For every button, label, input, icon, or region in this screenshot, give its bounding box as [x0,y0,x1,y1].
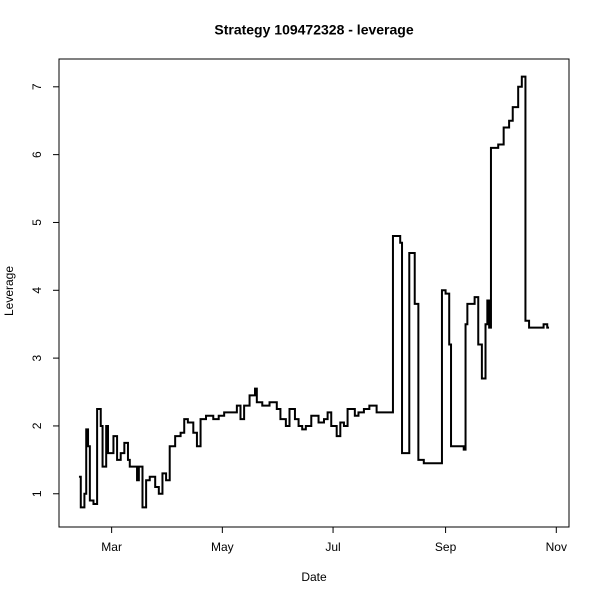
data-line [78,75,550,509]
chart-title: Strategy 109472328 - leverage [214,22,413,38]
x-tick-label: Jul [325,540,340,554]
x-tick-label: May [211,540,234,554]
y-tick-label: 6 [30,151,44,158]
y-tick-label: 3 [30,354,44,361]
y-tick-label: 1 [30,490,44,497]
x-axis-label: Date [301,570,327,584]
y-tick-label: 4 [30,287,44,294]
x-tick-label: Nov [546,540,567,554]
y-tick-label: 2 [30,422,44,429]
plot-frame [58,58,570,528]
x-tick-label: Mar [101,540,122,554]
y-tick-label: 7 [30,83,44,90]
y-axis-label: Leverage [2,266,16,316]
x-tick-label: Sep [435,540,457,554]
y-tick-label: 5 [30,219,44,226]
